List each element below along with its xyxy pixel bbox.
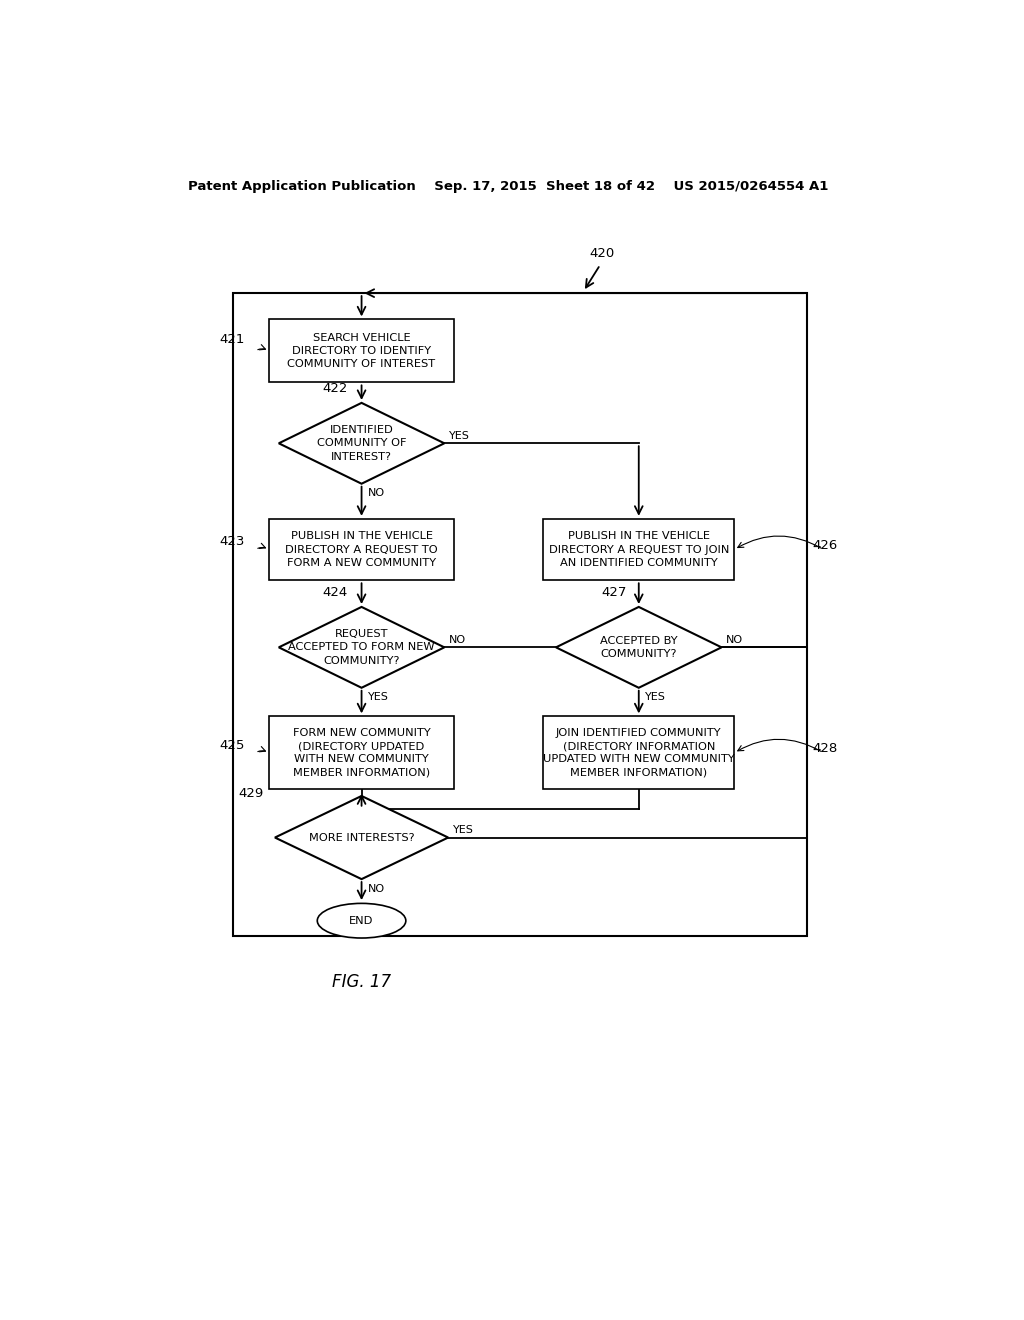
Text: NO: NO [449, 635, 466, 644]
Text: 423: 423 [219, 536, 245, 548]
Text: JOIN IDENTIFIED COMMUNITY
(DIRECTORY INFORMATION
UPDATED WITH NEW COMMUNITY
MEMB: JOIN IDENTIFIED COMMUNITY (DIRECTORY INF… [543, 729, 734, 777]
Text: SEARCH VEHICLE
DIRECTORY TO IDENTIFY
COMMUNITY OF INTEREST: SEARCH VEHICLE DIRECTORY TO IDENTIFY COM… [288, 333, 435, 370]
Text: 424: 424 [323, 586, 348, 599]
Polygon shape [556, 607, 722, 688]
Text: FORM NEW COMMUNITY
(DIRECTORY UPDATED
WITH NEW COMMUNITY
MEMBER INFORMATION): FORM NEW COMMUNITY (DIRECTORY UPDATED WI… [293, 729, 430, 777]
Bar [269, 717, 454, 789]
Text: FIG. 17: FIG. 17 [332, 973, 391, 991]
Bar [233, 293, 807, 936]
Text: YES: YES [645, 693, 666, 702]
Bar [544, 717, 734, 789]
Polygon shape [279, 403, 444, 483]
Text: YES: YES [453, 825, 474, 834]
Text: ACCEPTED BY
COMMUNITY?: ACCEPTED BY COMMUNITY? [600, 636, 678, 659]
Text: NO: NO [368, 488, 385, 499]
Text: Patent Application Publication    Sep. 17, 2015  Sheet 18 of 42    US 2015/02645: Patent Application Publication Sep. 17, … [188, 180, 828, 193]
Text: PUBLISH IN THE VEHICLE
DIRECTORY A REQUEST TO
FORM A NEW COMMUNITY: PUBLISH IN THE VEHICLE DIRECTORY A REQUE… [286, 532, 438, 568]
Text: 421: 421 [219, 333, 245, 346]
Text: 429: 429 [239, 787, 263, 800]
Text: 427: 427 [602, 586, 628, 599]
Text: 420: 420 [590, 247, 614, 260]
Bar [269, 519, 454, 581]
Bar [269, 319, 454, 383]
Text: 426: 426 [813, 539, 838, 552]
Text: 428: 428 [813, 742, 838, 755]
Polygon shape [274, 796, 449, 879]
Ellipse shape [317, 903, 406, 939]
Text: 422: 422 [323, 383, 348, 395]
Text: NO: NO [368, 884, 385, 894]
Text: YES: YES [368, 693, 388, 702]
Text: MORE INTERESTS?: MORE INTERESTS? [309, 833, 415, 842]
Text: END: END [349, 916, 374, 925]
Polygon shape [279, 607, 444, 688]
Text: YES: YES [449, 430, 470, 441]
Text: PUBLISH IN THE VEHICLE
DIRECTORY A REQUEST TO JOIN
AN IDENTIFIED COMMUNITY: PUBLISH IN THE VEHICLE DIRECTORY A REQUE… [549, 532, 729, 568]
Bar [544, 519, 734, 581]
Text: IDENTIFIED
COMMUNITY OF
INTEREST?: IDENTIFIED COMMUNITY OF INTEREST? [316, 425, 407, 462]
Text: REQUEST
ACCEPTED TO FORM NEW
COMMUNITY?: REQUEST ACCEPTED TO FORM NEW COMMUNITY? [288, 630, 435, 665]
Text: 425: 425 [219, 739, 245, 751]
Text: NO: NO [726, 635, 743, 644]
